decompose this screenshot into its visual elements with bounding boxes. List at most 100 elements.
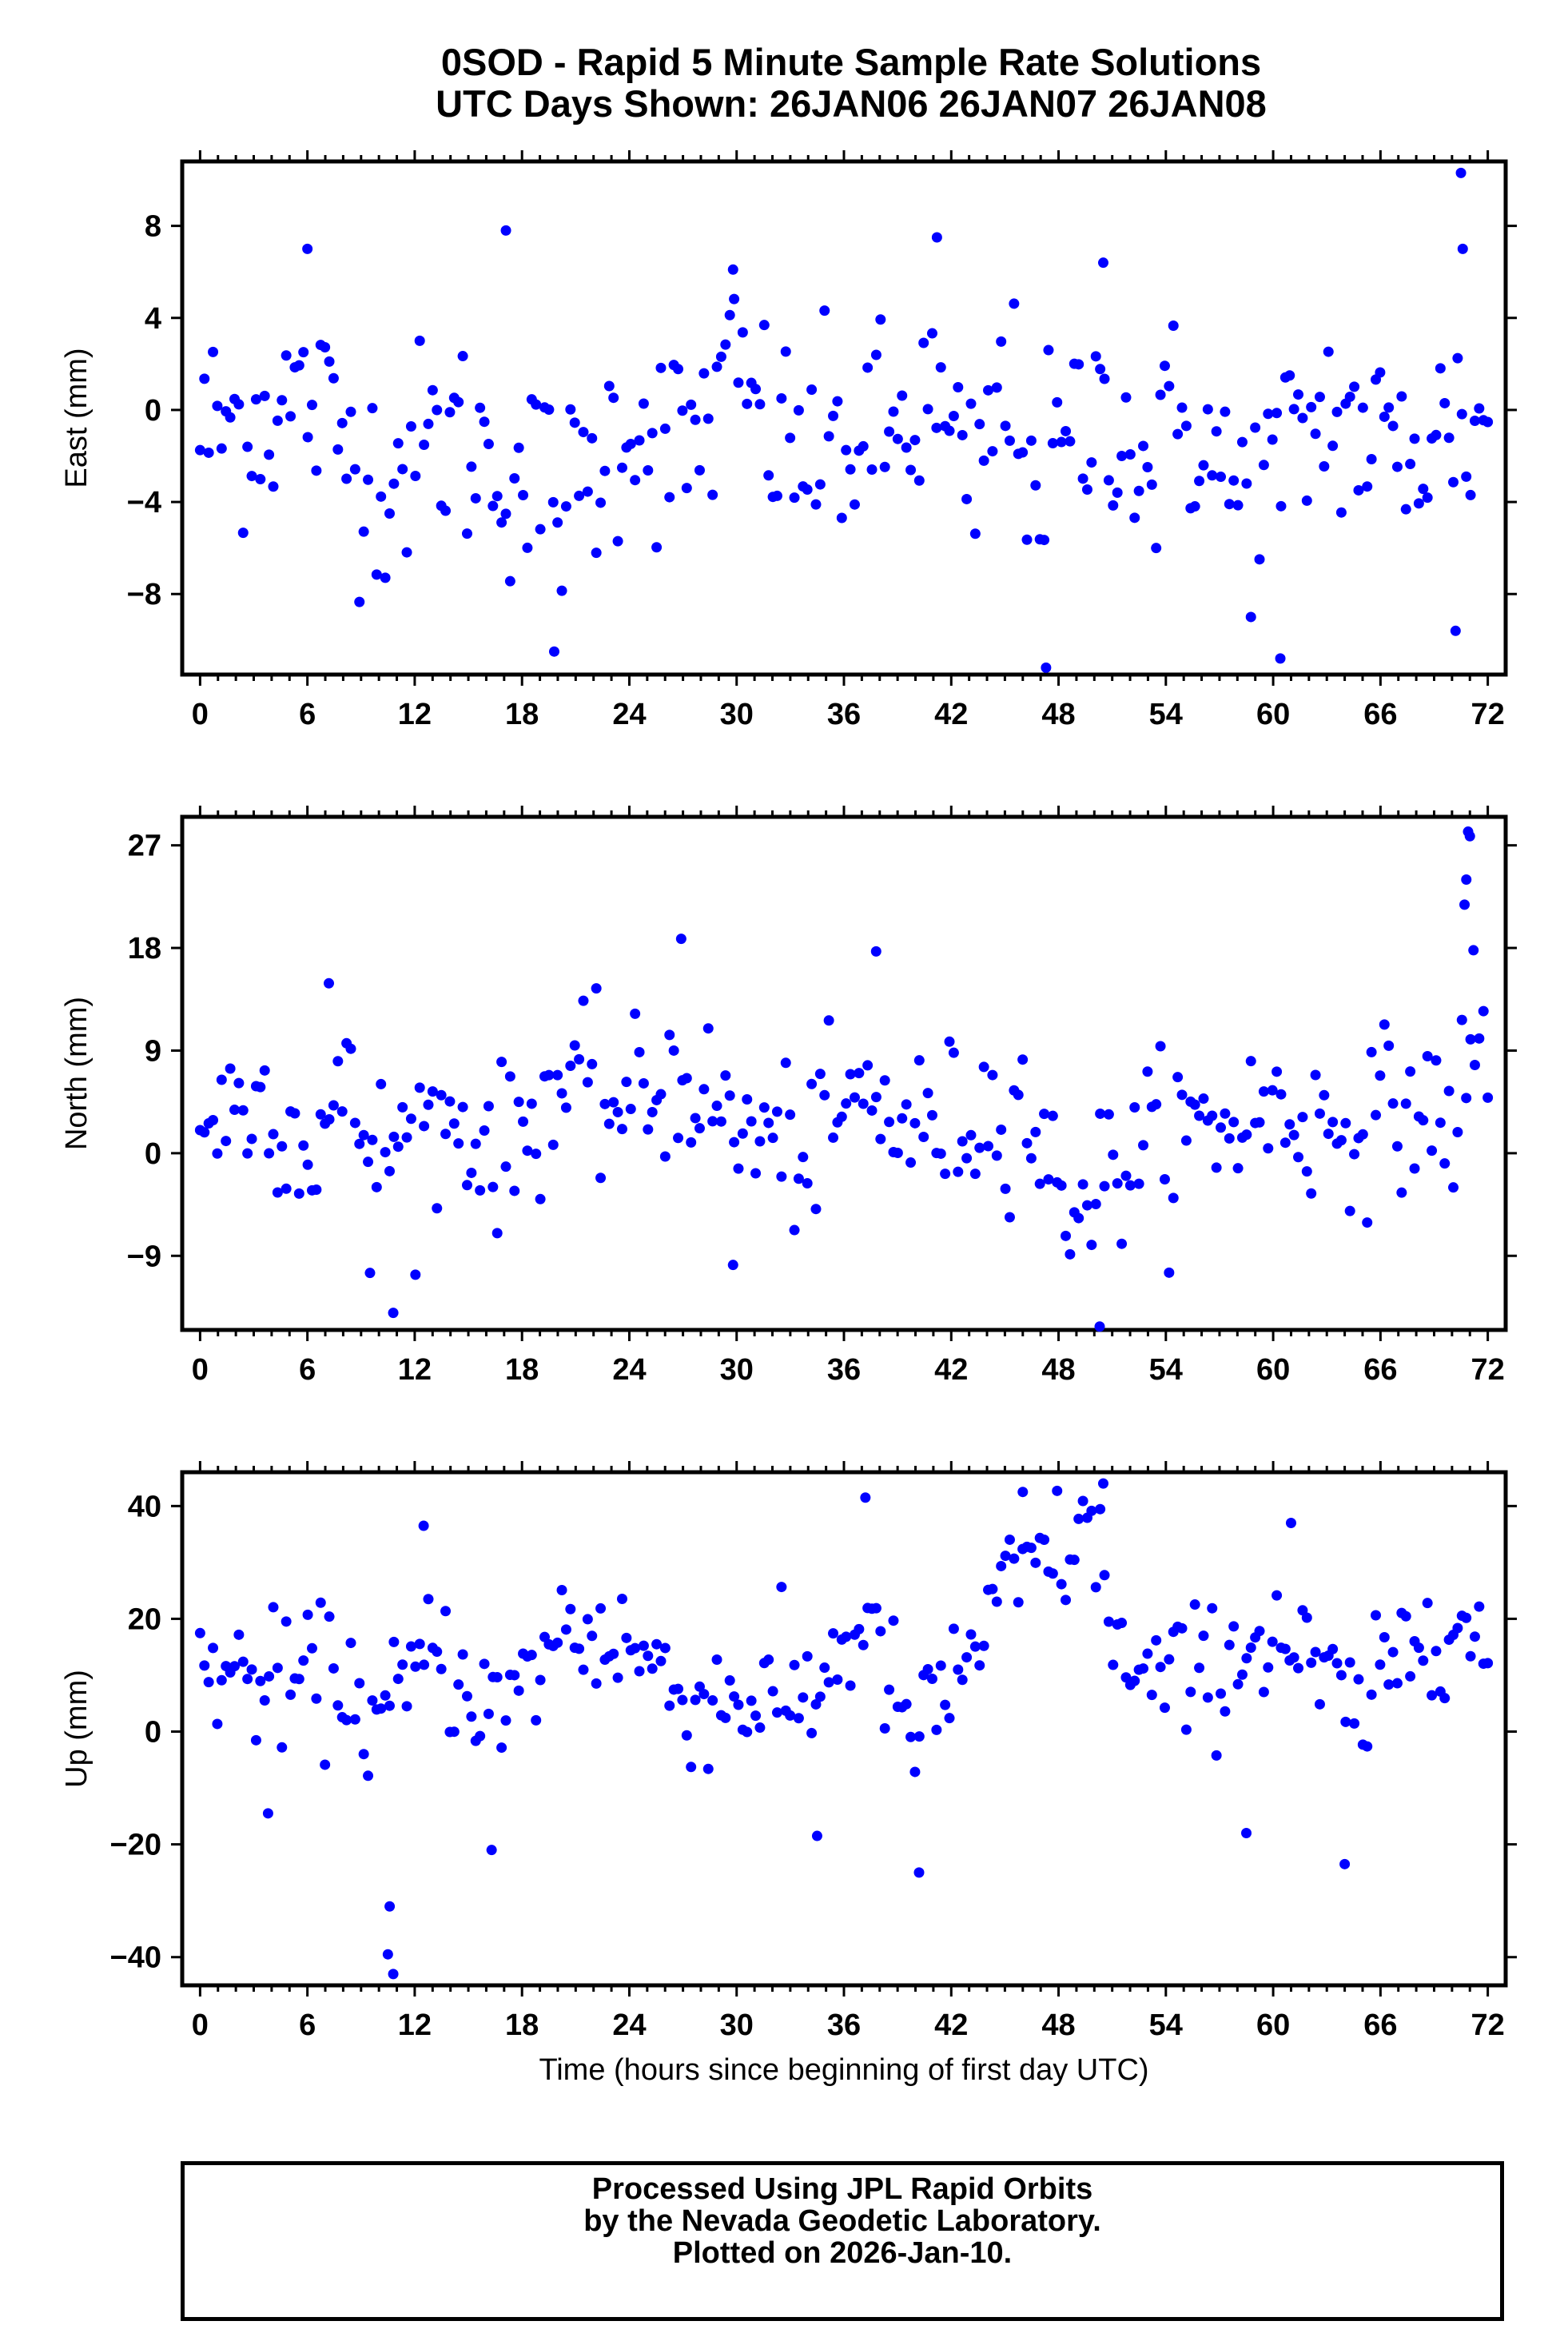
data-point xyxy=(1327,440,1339,452)
x-tick-label: 6 xyxy=(299,2009,316,2042)
x-tick-label: 66 xyxy=(1363,698,1397,731)
data-point xyxy=(595,1602,607,1614)
data-point xyxy=(702,1763,714,1774)
data-point-outlier xyxy=(1275,653,1286,664)
data-point xyxy=(1357,1129,1368,1140)
data-point xyxy=(277,1742,288,1753)
data-point xyxy=(405,1641,416,1652)
data-point xyxy=(854,1623,865,1634)
data-point xyxy=(1025,435,1037,446)
data-point xyxy=(440,505,452,516)
data-point xyxy=(931,422,942,433)
data-point xyxy=(414,1638,425,1650)
data-point xyxy=(673,1133,684,1144)
data-point xyxy=(729,293,740,305)
data-point-outlier xyxy=(1457,243,1468,254)
data-point xyxy=(720,1070,731,1081)
data-point xyxy=(315,1109,326,1120)
data-point xyxy=(888,1615,899,1626)
data-point xyxy=(686,1762,697,1773)
data-point xyxy=(1362,1217,1373,1228)
data-point xyxy=(1081,1200,1092,1211)
data-point xyxy=(819,1089,830,1101)
data-point xyxy=(1439,1693,1451,1704)
data-point-outlier xyxy=(1285,1517,1296,1528)
data-point xyxy=(1314,1698,1325,1710)
data-point xyxy=(264,1670,275,1682)
data-point xyxy=(810,1204,822,1215)
x-tick-label: 48 xyxy=(1041,698,1075,731)
data-point xyxy=(729,1691,740,1702)
data-point xyxy=(336,1106,348,1117)
data-point xyxy=(410,470,421,481)
data-point xyxy=(1180,1135,1192,1146)
data-point xyxy=(311,1693,322,1704)
data-point xyxy=(591,1678,602,1689)
data-point xyxy=(754,1722,766,1734)
data-point xyxy=(1284,1119,1295,1130)
data-point xyxy=(659,1642,671,1654)
data-point xyxy=(1448,1182,1459,1193)
data-point-outlier xyxy=(324,977,335,989)
data-point xyxy=(1456,408,1467,420)
data-point xyxy=(750,1710,762,1722)
data-point xyxy=(694,464,705,476)
x-tick-label: 24 xyxy=(612,1353,646,1387)
data-point xyxy=(380,1690,391,1701)
data-point xyxy=(349,1714,360,1725)
data-point xyxy=(388,1636,400,1647)
data-point xyxy=(1435,1117,1446,1129)
data-point xyxy=(212,1148,223,1159)
data-point xyxy=(1039,1109,1050,1120)
data-point xyxy=(922,1088,933,1099)
data-point xyxy=(1335,507,1347,518)
x-tick-label: 36 xyxy=(827,1353,861,1387)
data-point xyxy=(724,1090,735,1101)
data-point xyxy=(1327,1643,1339,1654)
data-point-outlier xyxy=(262,1808,273,1819)
data-point xyxy=(324,1611,335,1622)
data-point xyxy=(944,425,955,436)
data-point xyxy=(242,1148,253,1159)
data-point xyxy=(698,1084,710,1095)
data-point-outlier xyxy=(418,1520,429,1531)
data-point xyxy=(574,1643,585,1654)
data-point xyxy=(1216,1688,1227,1699)
data-point xyxy=(1202,1692,1213,1703)
data-point xyxy=(720,1712,731,1723)
data-point xyxy=(1090,351,1101,362)
data-point xyxy=(1331,1658,1343,1669)
data-point xyxy=(208,1642,219,1654)
data-point xyxy=(1250,422,1261,433)
y-tick-label: −20 xyxy=(110,1829,161,1862)
data-point xyxy=(436,1663,447,1674)
data-point xyxy=(866,1105,878,1116)
data-point xyxy=(789,492,800,504)
data-point xyxy=(354,1678,365,1689)
data-point xyxy=(268,481,279,492)
data-point xyxy=(1306,1657,1317,1668)
data-point-outlier xyxy=(382,1949,393,1960)
data-point xyxy=(763,1654,774,1666)
data-point xyxy=(1391,461,1403,472)
data-point xyxy=(466,461,477,472)
data-point xyxy=(432,1203,443,1214)
data-point xyxy=(1427,1145,1438,1157)
data-point xyxy=(1465,1650,1476,1662)
data-point xyxy=(1017,447,1029,458)
data-point xyxy=(1301,1166,1312,1177)
data-point xyxy=(879,461,890,472)
data-point xyxy=(1164,1267,1175,1278)
data-point xyxy=(1095,364,1106,375)
data-point xyxy=(444,407,456,418)
data-point xyxy=(1220,1108,1231,1119)
data-point xyxy=(1366,1046,1377,1057)
data-point xyxy=(711,1101,722,1112)
data-point xyxy=(250,394,261,405)
data-point xyxy=(1065,1248,1076,1260)
data-point xyxy=(621,1632,632,1643)
data-point xyxy=(1387,420,1399,432)
data-point xyxy=(733,1163,744,1174)
data-point xyxy=(242,441,253,452)
data-point xyxy=(1263,408,1274,420)
